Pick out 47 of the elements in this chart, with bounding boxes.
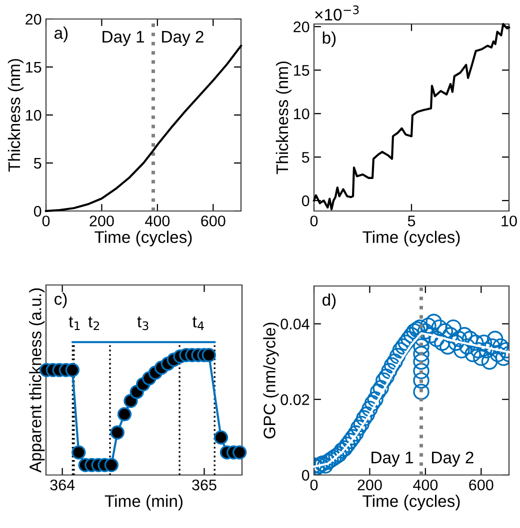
y-axis-title: Thickness (nm) [8,59,24,172]
text: t$_{4}$ [192,316,204,330]
x-axis-title: Time (cycles) [362,494,460,510]
y-tick-label: 15 [294,65,310,76]
x-tick-label: 365 [192,480,216,490]
y-tick-label: 0.04 [280,318,310,330]
y-tick-label: 15 [26,62,42,73]
text: c) [54,292,67,308]
y-tick-label: 0.02 [280,394,310,406]
annotation: Day 2 [162,30,204,46]
x-tick-label: 0 [310,480,318,490]
y-tick-label: 0 [302,470,310,481]
x-tick-label: 400 [413,480,438,490]
x-tick-label: 364 [50,480,75,490]
annotation: a) [54,26,68,42]
x-axis-title: Time (min) [104,494,182,510]
y-tick-label: 10 [294,108,310,120]
y-tick-label: 5 [34,158,42,169]
annotation: Day 1 [372,452,413,467]
annotation: d) [322,294,336,310]
x-tick-label: 600 [201,216,226,226]
text: t$_{2}$ [88,316,100,330]
y-tick-label: 20 [294,21,310,32]
x-tick-label: 200 [90,216,114,226]
y-tick-label: 0 [34,206,42,217]
annotation: b) [322,31,336,48]
y-tick-label: 5 [302,152,310,163]
y-tick-label: 20 [26,14,42,25]
x-axis-title: Time (cycles) [94,230,192,246]
x-tick-label: 0 [310,216,318,226]
x-tick-label: 600 [469,480,494,490]
y-tick-label: 10 [26,110,42,121]
text: ×10$^{−3}$ [315,5,359,21]
y-axis-title: GPC (nm/cycle) [263,322,279,438]
x-tick-label: 0 [42,216,50,226]
x-axis-title: Time (cycles) [362,230,460,246]
x-tick-label: 200 [358,480,382,490]
annotation: Day 1 [102,31,144,46]
y-tick-label: 0 [302,195,310,206]
text: t$_{3}$ [137,316,148,330]
x-tick-label: 400 [145,216,170,226]
y-axis-title: Thickness (nm) [276,62,292,174]
x-tick-label: 5 [408,216,416,226]
text: t$_{1}$ [68,316,80,330]
y-axis-title: Apparent thickness (a.u.) [29,288,45,473]
x-tick-label: 10 [502,216,517,226]
annotation: Day 2 [432,452,474,467]
